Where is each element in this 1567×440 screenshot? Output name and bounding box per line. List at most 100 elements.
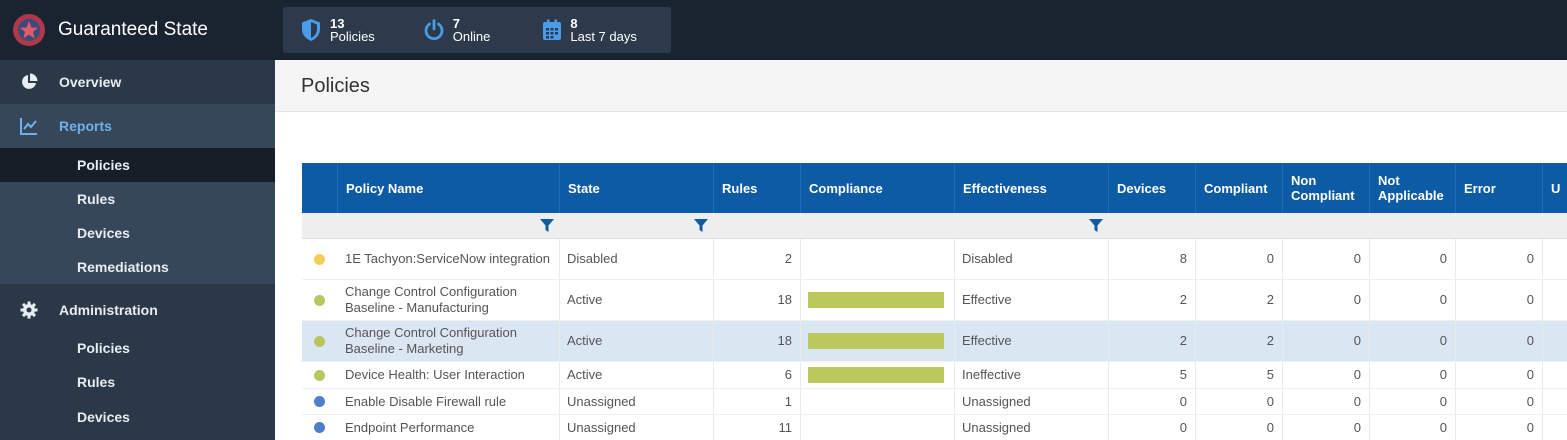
cell-error-text: 0 (1526, 251, 1534, 266)
cell-error-text: 0 (1526, 367, 1534, 382)
sidebar-item-reports[interactable]: Reports (0, 104, 275, 148)
cell-not-applicable-text: 0 (1439, 419, 1447, 435)
cell-rules: 6 (713, 362, 800, 388)
sidebar-item-overview[interactable]: Overview (0, 60, 275, 104)
sidebar-item-reports-devices[interactable]: Devices (0, 216, 275, 250)
sidebar-item-label: Rules (77, 374, 116, 390)
status-dot (314, 369, 325, 381)
sidebar-item-label: Devices (77, 225, 130, 241)
cell-compliance (800, 321, 954, 361)
table-row[interactable]: Endpoint Performance Unassigned 11 Unassign… (302, 415, 1567, 440)
column-header-devices[interactable]: Devices (1108, 163, 1195, 213)
column-divider (1195, 321, 1196, 361)
column-divider (800, 362, 801, 388)
column-header-error[interactable]: Error (1455, 163, 1542, 213)
column-divider (1108, 415, 1109, 440)
filter-icon[interactable] (540, 219, 554, 233)
status-dot (302, 362, 337, 388)
cell-devices-text: 2 (1179, 333, 1187, 348)
cell-compliance (800, 239, 954, 279)
cell-devices: 2 (1108, 321, 1195, 361)
cell-devices: 5 (1108, 362, 1195, 388)
filter-icon[interactable] (1089, 219, 1103, 233)
column-divider (713, 389, 714, 414)
cell-state: Unassigned (559, 389, 713, 414)
cell-compliant: 0 (1195, 415, 1282, 440)
column-divider (800, 280, 801, 320)
status-dot (314, 396, 325, 407)
column-header-rules[interactable]: Rules (713, 163, 800, 213)
column-divider (954, 280, 955, 320)
cell-policy-name-text: Change Control Configuration Baseline - … (345, 325, 517, 356)
cell-not-applicable-text: 0 (1439, 333, 1447, 348)
cell-non-compliant: 0 (1282, 280, 1369, 320)
stat-online[interactable]: 7 Online (423, 16, 490, 43)
column-divider (1282, 280, 1283, 320)
column-divider (713, 321, 714, 361)
stat-online-value: 7 (452, 16, 461, 31)
sidebar-item-reports-remediations[interactable]: Remediations (0, 250, 275, 284)
column-divider (1195, 362, 1196, 388)
column-divider (1542, 415, 1543, 440)
column-divider (1282, 362, 1283, 388)
cell-policy-name: 1E Tachyon:ServiceNow integration (337, 239, 559, 279)
sidebar-item-reports-rules[interactable]: Rules (0, 182, 275, 216)
sidebar-item-admin-rules[interactable]: Rules (0, 365, 275, 399)
column-header-compliance[interactable]: Compliance (800, 163, 954, 213)
cell-effectiveness: Unassigned (954, 389, 1108, 414)
column-header-state[interactable]: State (559, 163, 713, 213)
stat-policies[interactable]: 13 Policies (300, 17, 375, 43)
sidebar-item-admin-policies[interactable]: Policies (0, 331, 275, 365)
stat-last-7-days[interactable]: 8 Last 7 days (542, 17, 637, 43)
sidebar-item-reports-policies[interactable]: Policies (0, 148, 275, 182)
brand[interactable]: Guaranteed State (0, 0, 275, 60)
cell-compliant: 0 (1195, 389, 1282, 414)
cell-state: Unassigned (559, 415, 713, 440)
column-divider (1195, 280, 1196, 320)
table-row[interactable]: Enable Disable Firewall rule Unassigned 1 U… (302, 389, 1567, 415)
cell-non-compliant: 0 (1282, 362, 1369, 388)
column-divider (559, 415, 560, 440)
column-header-effectiveness[interactable]: Effectiveness (954, 163, 1108, 213)
cell-effectiveness-text: Disabled (962, 251, 1013, 266)
cell-rules-text: 6 (784, 367, 792, 382)
column-header-not-applicable[interactable]: Not Applicable (1369, 163, 1455, 213)
column-header-truncated[interactable]: U (1542, 163, 1567, 213)
sidebar-item-label: Policies (77, 157, 130, 173)
stat-policies-value: 13 (330, 16, 345, 31)
column-divider (954, 389, 955, 414)
column-divider (1455, 362, 1456, 388)
cell-error: 0 (1455, 415, 1542, 440)
cell-error: 0 (1455, 239, 1542, 279)
table-header: Policy Name State Rules Compliance Effec… (302, 163, 1567, 213)
filter-icon[interactable] (694, 219, 708, 233)
column-divider (1455, 321, 1456, 361)
column-header-non-compliant[interactable]: Non Compliant (1282, 163, 1369, 213)
column-divider (1455, 389, 1456, 414)
cell-compliance (800, 389, 954, 414)
cell-effectiveness: Effective (954, 321, 1108, 361)
status-dot (314, 253, 325, 265)
column-header-policy-name[interactable]: Policy Name (337, 163, 559, 213)
cell-not-applicable-text: 0 (1439, 367, 1447, 382)
column-divider (1369, 321, 1370, 361)
cell-non-compliant: 0 (1282, 321, 1369, 361)
table-row[interactable]: Change Control Configuration Baseline - … (302, 321, 1567, 362)
table-row[interactable]: 1E Tachyon:ServiceNow integration Disable… (302, 239, 1567, 280)
sidebar-item-admin-devices[interactable]: Devices (0, 400, 275, 434)
cell-not-applicable-text: 0 (1439, 251, 1447, 266)
table-row[interactable]: Device Health: User Interaction Active 6 In… (302, 362, 1567, 389)
cell-non-compliant: 0 (1282, 415, 1369, 440)
cell-error-text: 0 (1526, 393, 1534, 409)
cell-rules: 11 (713, 415, 800, 440)
column-header-compliant[interactable]: Compliant (1195, 163, 1282, 213)
cell-error: 0 (1455, 321, 1542, 361)
table-row[interactable]: Change Control Configuration Baseline - … (302, 280, 1567, 321)
cell-compliance (800, 362, 954, 388)
column-divider (1542, 239, 1543, 279)
main-content: Policies Policy Name State Rules Complia… (275, 60, 1567, 440)
column-divider (1369, 389, 1370, 414)
column-divider (800, 239, 801, 279)
sidebar: Overview Reports Policies Rules Devices … (0, 60, 275, 440)
sidebar-item-administration[interactable]: Administration (0, 288, 275, 332)
